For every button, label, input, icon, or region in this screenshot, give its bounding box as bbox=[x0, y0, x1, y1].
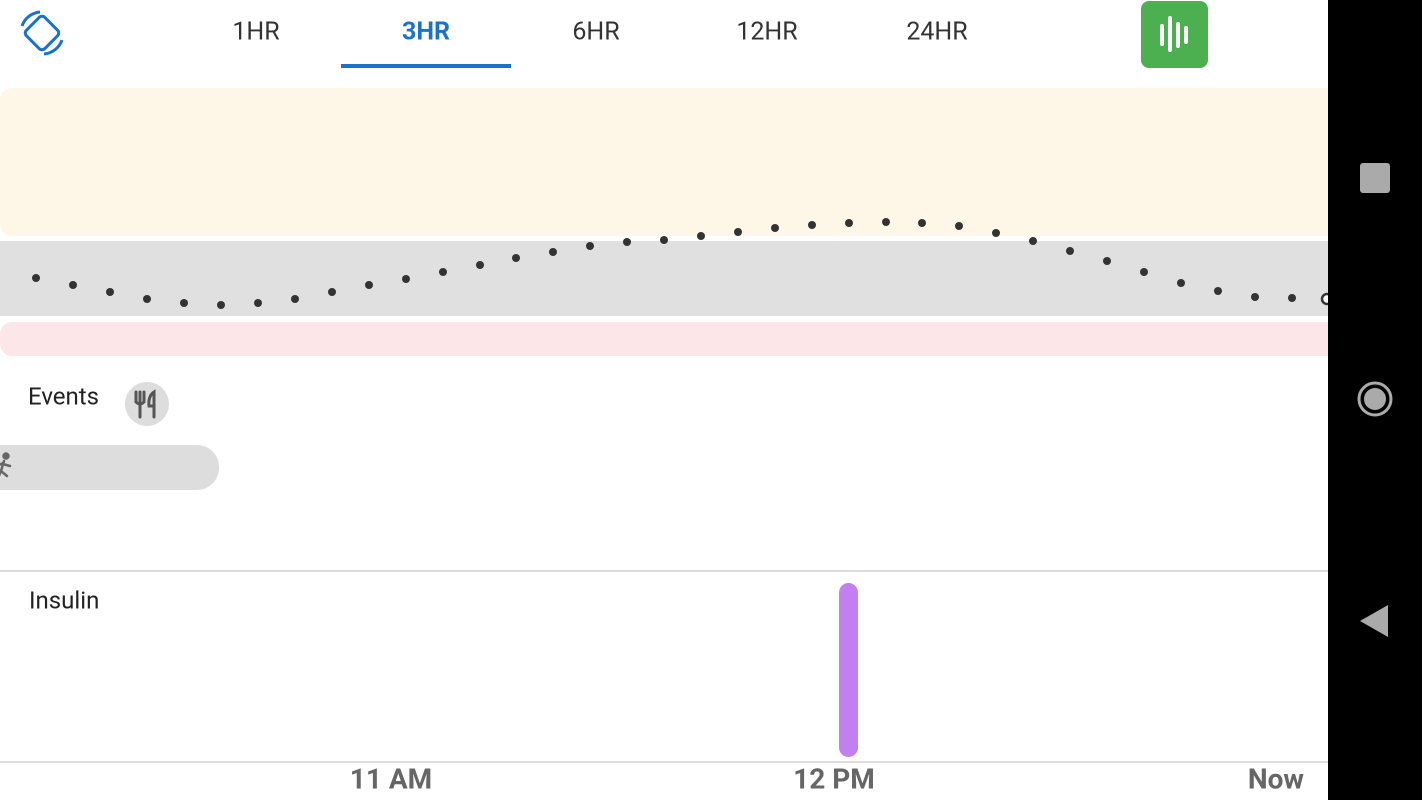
time-range-tab[interactable]: 12HR bbox=[736, 18, 797, 47]
low-range-band bbox=[0, 322, 1340, 356]
time-range-tab[interactable]: 3HR bbox=[402, 18, 450, 47]
exercise-event[interactable] bbox=[0, 445, 219, 490]
back-button[interactable] bbox=[1360, 605, 1388, 637]
time-range-tab[interactable]: 24HR bbox=[906, 18, 967, 47]
glucose-dots bbox=[32, 218, 1334, 309]
insulin-label: Insulin bbox=[29, 586, 99, 614]
insulin-bar[interactable] bbox=[839, 583, 858, 757]
home-button[interactable] bbox=[1357, 381, 1393, 417]
time-label: Now bbox=[1248, 762, 1305, 795]
events-label: Events bbox=[28, 382, 99, 410]
tab-bar: 1HR 3HR 6HR 12HR 24HR bbox=[232, 18, 967, 47]
rotate-button[interactable] bbox=[20, 10, 64, 56]
target-range-band bbox=[0, 241, 1328, 316]
time-label: 11 AM bbox=[350, 762, 432, 795]
time-range-tab[interactable]: 1HR bbox=[232, 18, 279, 47]
recents-button[interactable] bbox=[1360, 163, 1390, 193]
signal-button[interactable] bbox=[1141, 1, 1208, 68]
time-range-tab[interactable]: 6HR bbox=[572, 18, 619, 47]
meal-event-icon[interactable] bbox=[125, 382, 169, 426]
high-range-band bbox=[0, 88, 1340, 236]
time-label: 12 PM bbox=[793, 762, 875, 795]
active-tab-indicator bbox=[341, 64, 511, 68]
